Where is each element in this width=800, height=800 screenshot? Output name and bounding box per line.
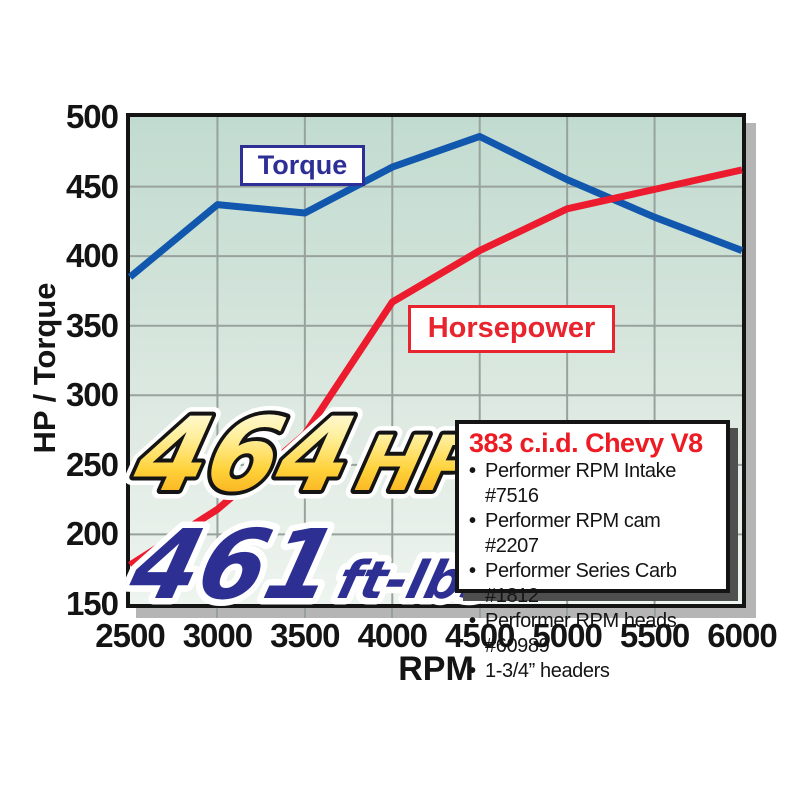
torque-callout-text: 461ft-lbs <box>119 509 492 614</box>
y-tick-label-450: 450 <box>65 167 119 205</box>
spec-item-0: • Performer RPM Intake #7516 <box>469 459 718 509</box>
x-tick-stub-4000 <box>391 608 394 618</box>
engine-spec-box: 383 c.i.d. Chevy V8 • Performer RPM Intak… <box>455 420 730 682</box>
bullet-icon: • <box>469 510 476 532</box>
y-tick-label-300: 300 <box>65 376 119 414</box>
y-tick-label-400: 400 <box>65 237 119 275</box>
x-tick-label-3500: 3500 <box>270 617 340 654</box>
bullet-icon: • <box>469 460 476 482</box>
x-tick-stub-3000 <box>216 608 219 618</box>
horsepower-series-label: Horsepower <box>408 305 615 353</box>
y-axis-title: HP / Torque <box>27 282 62 454</box>
engine-spec-title: 383 c.i.d. Chevy V8 <box>469 428 703 458</box>
horsepower-curve <box>128 166 743 568</box>
x-tick-label-5500: 5500 <box>619 617 690 654</box>
x-tick-label-5000: 5000 <box>532 617 602 654</box>
torque-peak-callout: 461ft-lbs <box>113 503 492 614</box>
spec-item-text: Performer RPM Intake #7516 <box>485 460 676 507</box>
spec-item-text: 1-3/4” headers <box>485 660 610 682</box>
spec-item-2: • Performer Series Carb #1812 <box>469 559 718 609</box>
spec-item-1: • Performer RPM cam #2207 <box>469 509 718 559</box>
y-tick-label-250: 250 <box>65 445 119 483</box>
spec-item-4: • 1-3/4” headers <box>469 659 718 684</box>
y-tick-label-500: 500 <box>65 98 119 135</box>
x-tick-label-4500: 4500 <box>444 617 515 654</box>
bullet-icon: • <box>469 610 476 632</box>
x-tick-stub-5500 <box>653 608 656 618</box>
y-tick-label-150: 150 <box>65 585 119 622</box>
x-tick-label-2500: 2500 <box>95 617 165 654</box>
x-tick-stub-4500 <box>478 608 481 618</box>
hp-callout-outline: 464HP <box>123 396 478 511</box>
spec-item-text: Performer RPM heads #60989 <box>485 610 677 657</box>
x-axis-title: RPM <box>398 650 474 688</box>
engine-spec-list: • Performer RPM Intake #7516 • Performer RP… <box>469 459 718 684</box>
hp-peak-callout: 464HP 464HP <box>114 388 478 511</box>
x-tick-label-3000: 3000 <box>182 617 253 654</box>
x-tick-label-4000: 4000 <box>357 617 428 654</box>
spec-item-text: Performer Series Carb #1812 <box>485 560 677 607</box>
x-tick-stub-5000 <box>566 608 569 618</box>
torque-curve <box>127 132 744 280</box>
y-tick-label-200: 200 <box>65 515 119 553</box>
bullet-icon: • <box>469 660 476 682</box>
bullet-icon: • <box>469 560 476 582</box>
spec-item-text: Performer RPM cam #2207 <box>485 510 661 557</box>
torque-series-label: Torque <box>240 145 365 186</box>
spec-item-3: • Performer RPM heads #60989 <box>469 609 718 659</box>
y-tick-label-350: 350 <box>65 306 119 344</box>
curve-layer <box>127 132 744 568</box>
x-tick-label-6000: 6000 <box>707 617 777 654</box>
x-tick-stub-3500 <box>303 608 306 618</box>
